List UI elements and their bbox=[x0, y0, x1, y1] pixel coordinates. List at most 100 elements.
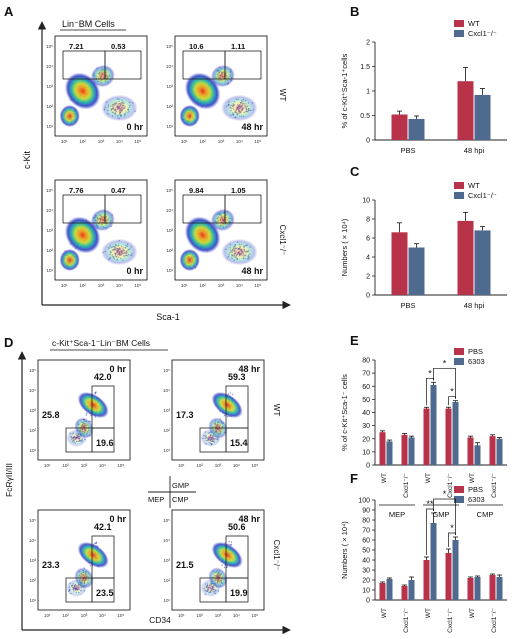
gate-left-percent: 7.76 bbox=[69, 186, 84, 195]
chart-panel-letter: C bbox=[350, 164, 360, 179]
legend-swatch bbox=[454, 496, 464, 503]
chart-y-tick-label: 90 bbox=[362, 508, 370, 515]
flow-density-core bbox=[66, 429, 87, 447]
panel-d: D c-Kit⁺Sca-1⁻Lin⁻BM Cells FcRγII/III CD… bbox=[4, 335, 291, 635]
cmp-percent: 19.9 bbox=[230, 588, 248, 598]
panel-d-letter: D bbox=[4, 335, 13, 350]
chart-y-tick-label: 10 bbox=[362, 449, 370, 456]
chart-category-label: WT bbox=[381, 473, 388, 483]
flow-density-core bbox=[211, 541, 243, 569]
flow-y-tick-label: 10⁵ bbox=[163, 368, 170, 373]
flow-x-tick-label: 10² bbox=[79, 283, 86, 288]
timepoint-label: 48 hr bbox=[238, 364, 260, 374]
flow-x-tick-label: 10⁵ bbox=[134, 139, 141, 144]
flow-x-tick-label: 10⁵ bbox=[254, 283, 261, 288]
bar bbox=[408, 437, 415, 465]
panel-a-header: Lin⁻BM Cells bbox=[62, 19, 115, 29]
flow-x-tick-label: 10⁴ bbox=[236, 283, 243, 288]
flow-density-core bbox=[90, 64, 115, 88]
legend-label: 6303 bbox=[468, 495, 485, 504]
flow-y-tick-label: 10³ bbox=[166, 84, 173, 89]
chart-category-label: PBS bbox=[400, 146, 415, 155]
flow-density-core bbox=[179, 249, 200, 271]
flow-x-tick-label: 10⁴ bbox=[116, 139, 123, 144]
flow-y-tick-label: 10⁴ bbox=[163, 388, 170, 393]
bar bbox=[467, 578, 474, 600]
panel-a-letter: A bbox=[4, 4, 14, 19]
bar bbox=[408, 580, 415, 600]
chart-y-tick-label: 50 bbox=[362, 397, 370, 404]
flow-y-tick-label: 10⁴ bbox=[46, 64, 53, 69]
flow-y-tick-label: 10² bbox=[29, 428, 36, 433]
significance-mark: * bbox=[428, 368, 432, 378]
chart-panel-letter: B bbox=[350, 4, 359, 19]
lineage-gate-right bbox=[224, 50, 262, 80]
flow-density-core bbox=[210, 208, 235, 232]
panel-a-row-label-wt: WT bbox=[278, 89, 287, 102]
flow-density-core bbox=[59, 249, 80, 271]
flow-y-tick-label: 10² bbox=[163, 578, 170, 583]
bar bbox=[423, 560, 430, 600]
legend-swatch bbox=[454, 358, 464, 365]
flow-event-dot bbox=[95, 542, 97, 545]
significance-mark: * bbox=[443, 358, 447, 368]
chart-y-tick-label: 80 bbox=[362, 518, 370, 525]
chart-group-label: MEP bbox=[389, 510, 405, 519]
panel-d-row-label-cxcl1: Cxcl1⁻/⁻ bbox=[272, 540, 281, 571]
flow-y-tick-label: 10¹ bbox=[46, 124, 53, 129]
flow-x-tick-label: 10² bbox=[62, 613, 69, 618]
timepoint-label: 48 hr bbox=[238, 514, 260, 524]
flow-x-tick-label: 10³ bbox=[98, 283, 105, 288]
panel-d-row-label-wt: WT bbox=[272, 404, 281, 417]
significance-bracket bbox=[433, 367, 456, 399]
chart-category-label: Cxcl1⁻/⁻ bbox=[403, 472, 410, 497]
chart-y-tick-label: 1.5 bbox=[360, 64, 370, 71]
flow-event-dot bbox=[94, 392, 96, 394]
timepoint-label: 0 hr bbox=[126, 266, 143, 276]
flow-x-tick-label: 10¹ bbox=[181, 139, 188, 144]
flow-y-tick-label: 10² bbox=[166, 248, 173, 253]
flow-event-dot bbox=[229, 392, 232, 394]
lineage-gate-right bbox=[224, 194, 262, 224]
flow-density-core bbox=[200, 579, 221, 597]
gate-left-percent: 9.84 bbox=[189, 186, 204, 195]
flow-density-core bbox=[221, 238, 258, 266]
chart-y-tick-label: 30 bbox=[362, 423, 370, 430]
chart-category-label: Cxcl1⁻/⁻ bbox=[491, 472, 498, 497]
flow-y-tick-label: 10³ bbox=[29, 558, 36, 563]
flow-event-dot bbox=[226, 566, 228, 569]
flow-density-core bbox=[211, 391, 243, 419]
bar-charts: B00.511.52% of c-Kit⁺Sca-1⁺cellsWTCxcl1⁻… bbox=[340, 4, 507, 633]
flow-x-tick-label: 10³ bbox=[218, 139, 225, 144]
flow-y-tick-label: 10⁴ bbox=[163, 538, 170, 543]
timepoint-label: 48 hr bbox=[241, 266, 263, 276]
chart-category-label: Cxcl1⁻/⁻ bbox=[491, 607, 498, 632]
flow-density-core bbox=[101, 94, 138, 122]
lineage-gate-right bbox=[104, 194, 142, 224]
bar bbox=[474, 230, 491, 295]
panel-d-plot: 42.0 25.8 19.6 0 hr 10¹ 10¹ 10² 10² 10³ 10³ 10⁴ 10⁴… bbox=[29, 359, 131, 468]
flow-density-core bbox=[77, 541, 109, 569]
flow-y-tick-label: 10³ bbox=[46, 228, 53, 233]
flow-x-tick-label: 10¹ bbox=[178, 463, 185, 468]
cmp-gate bbox=[225, 427, 249, 453]
cmp-gate bbox=[91, 427, 115, 453]
flow-y-tick-label: 10² bbox=[166, 104, 173, 109]
legend-swatch bbox=[454, 30, 464, 37]
bar bbox=[391, 114, 408, 140]
chart-panel-e: E 0 10 20 30 40 50 60 70 80 % of c-Kit⁺Sca-1⁻ cell… bbox=[340, 333, 507, 519]
flow-x-tick-label: 10⁴ bbox=[233, 613, 240, 618]
flow-density-core bbox=[210, 64, 235, 88]
bar bbox=[401, 434, 408, 465]
flow-y-tick-label: 10¹ bbox=[46, 268, 53, 273]
flow-x-tick-label: 10⁴ bbox=[233, 463, 240, 468]
legend-label: WT bbox=[468, 181, 480, 190]
flow-density-core bbox=[184, 216, 221, 254]
cmp-percent: 15.4 bbox=[230, 438, 248, 448]
flow-x-tick-label: 10¹ bbox=[61, 139, 68, 144]
chart-y-label: % of c-Kit⁺Sca-1⁻ cells bbox=[340, 374, 349, 451]
gate-left-percent: 10.6 bbox=[189, 42, 204, 51]
bar bbox=[467, 437, 474, 465]
panel-d-plot: 59.3 17.3 15.4 48 hr 10¹ 10¹ 10² 10² 10³ 10³ 10⁴ 10… bbox=[163, 359, 265, 468]
flow-y-tick-label: 10⁵ bbox=[46, 44, 53, 49]
